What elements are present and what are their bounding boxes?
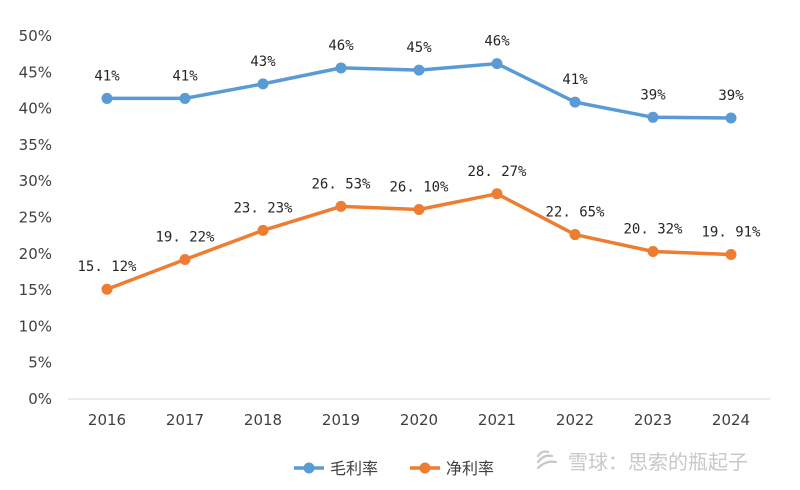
- watermark-text: 雪球：思索的瓶起子: [568, 450, 748, 474]
- x-tick-label: 2020: [400, 411, 438, 429]
- data-label: 41%: [94, 68, 120, 84]
- x-tick-label: 2018: [244, 411, 282, 429]
- y-tick-label: 10%: [19, 317, 52, 335]
- data-label: 19. 22%: [155, 229, 215, 245]
- data-label: 26. 53%: [311, 176, 371, 192]
- data-label: 46%: [328, 38, 354, 54]
- x-tick-label: 2024: [712, 411, 750, 429]
- y-tick-label: 35%: [19, 136, 52, 154]
- data-label: 39%: [640, 87, 666, 103]
- y-tick-label: 30%: [19, 172, 52, 190]
- data-point: [569, 229, 581, 241]
- data-point: [725, 112, 737, 124]
- data-label: 28. 27%: [467, 164, 527, 180]
- x-tick-label: 2022: [556, 411, 594, 429]
- data-point: [101, 92, 113, 104]
- y-tick-label: 45%: [19, 63, 52, 81]
- data-point: [647, 111, 659, 123]
- data-point: [335, 62, 347, 74]
- data-label: 20. 32%: [623, 221, 683, 237]
- data-label: 22. 65%: [545, 205, 605, 221]
- legend-label: 毛利率: [330, 459, 378, 478]
- data-point: [257, 78, 269, 90]
- y-tick-label: 15%: [19, 281, 52, 299]
- data-label: 39%: [718, 88, 744, 104]
- chart-legend: 毛利率 净利率: [294, 459, 494, 478]
- data-point: [413, 64, 425, 76]
- y-tick-label: 40%: [19, 100, 52, 118]
- y-tick-label: 0%: [28, 390, 52, 408]
- data-label: 15. 12%: [77, 259, 137, 275]
- y-tick-label: 25%: [19, 209, 52, 227]
- data-label: 19. 91%: [701, 224, 761, 240]
- data-point: [179, 92, 191, 104]
- chart-data-labels: 41% 41% 43% 46% 45% 46% 41% 39% 39% 15. 12% 19. 22…: [77, 34, 761, 276]
- y-tick-label: 50%: [19, 27, 52, 45]
- legend-label: 净利率: [446, 459, 494, 478]
- data-point: [257, 224, 269, 236]
- x-tick-label: 2016: [88, 411, 126, 429]
- data-point: [725, 248, 737, 260]
- chart-axes: 0% 5% 10% 15% 20% 25% 30% 35% 40% 45% 50% 2016 2017 2…: [19, 27, 770, 429]
- legend-point-marker: [303, 462, 315, 474]
- data-label: 41%: [172, 68, 198, 84]
- data-label: 41%: [562, 72, 588, 88]
- data-label: 43%: [250, 54, 276, 70]
- data-point: [647, 245, 659, 257]
- legend-point-marker: [419, 462, 431, 474]
- y-tick-label: 20%: [19, 245, 52, 263]
- data-point: [335, 200, 347, 212]
- data-label: 46%: [484, 34, 510, 50]
- data-label: 23. 23%: [233, 200, 293, 216]
- x-tick-label: 2023: [634, 411, 672, 429]
- chart-series: [101, 58, 737, 295]
- x-tick-label: 2021: [478, 411, 516, 429]
- data-label: 26. 10%: [389, 180, 449, 196]
- data-point: [491, 188, 503, 200]
- watermark: 雪球：思索的瓶起子: [536, 450, 748, 474]
- y-tick-label: 5%: [28, 354, 52, 372]
- data-point: [413, 204, 425, 216]
- data-label: 45%: [406, 40, 432, 56]
- x-tick-label: 2019: [322, 411, 360, 429]
- data-point: [179, 253, 191, 265]
- x-tick-label: 2017: [166, 411, 204, 429]
- data-point: [101, 283, 113, 295]
- snowball-logo-icon: [536, 450, 558, 470]
- data-point: [569, 96, 581, 108]
- data-point: [491, 58, 503, 70]
